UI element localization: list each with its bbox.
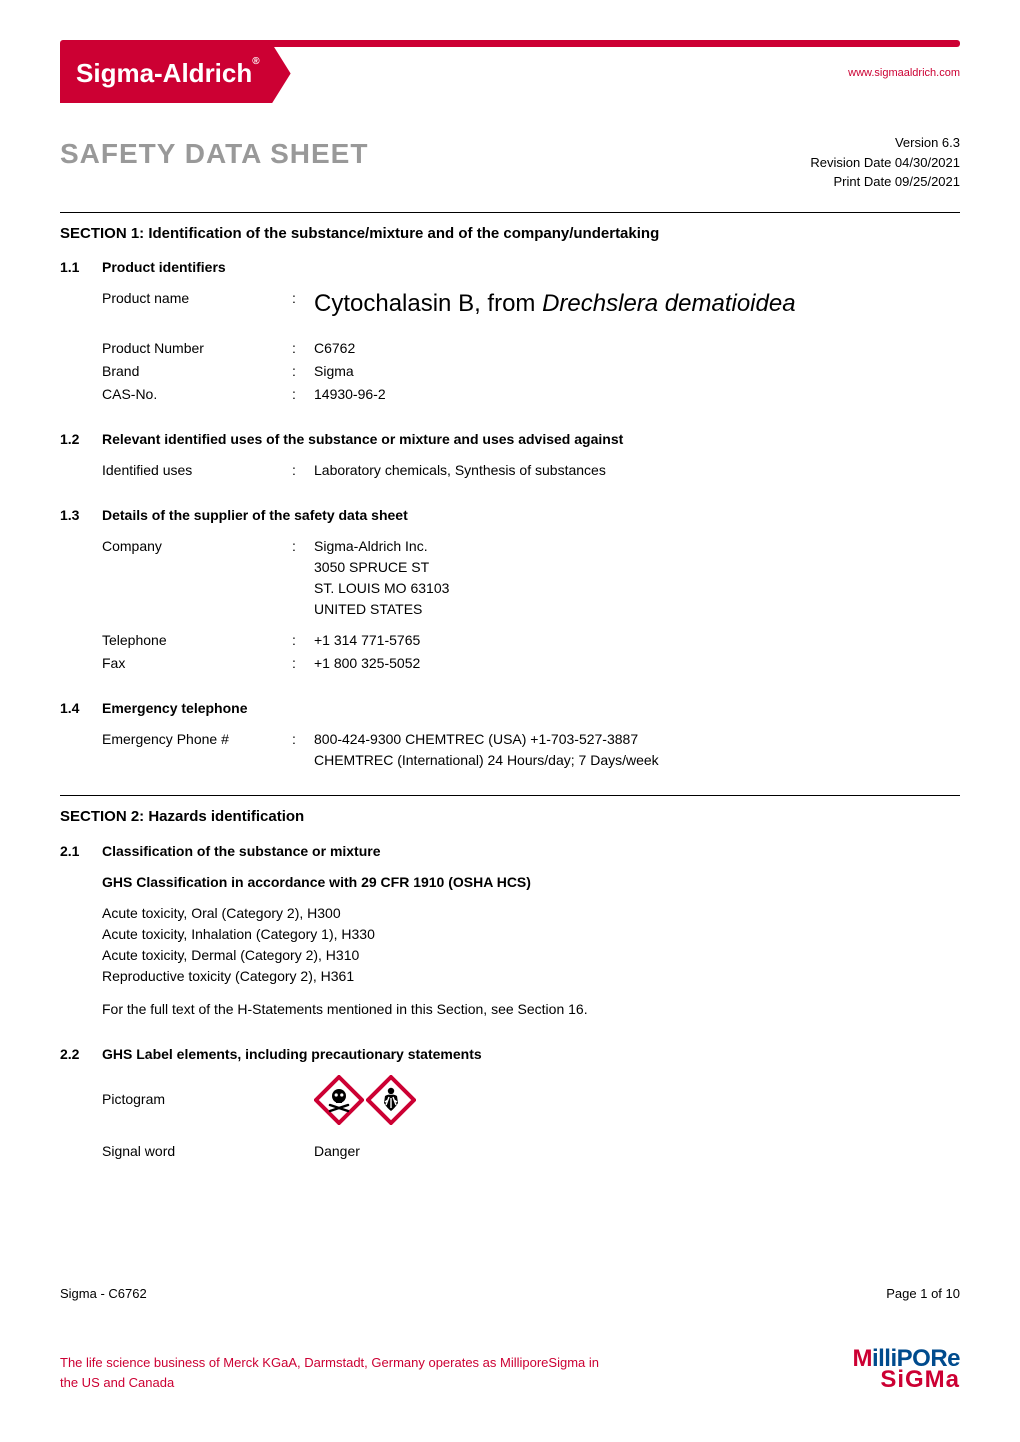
emergency-value: 800-424-9300 CHEMTREC (USA) +1-703-527-3… <box>314 729 674 771</box>
sub-num-1-3: 1.3 <box>60 505 102 686</box>
brand-label: Brand <box>102 361 292 382</box>
sub-title-1-4: Emergency telephone <box>102 698 960 719</box>
sub-num-1-2: 1.2 <box>60 429 102 493</box>
pictogram-label: Pictogram <box>102 1089 314 1110</box>
kv-colon: : <box>292 630 314 651</box>
brand-value: Sigma <box>314 361 960 382</box>
emergency-label: Emergency Phone # <box>102 729 292 750</box>
signal-word-value: Danger <box>314 1141 360 1162</box>
brand-logo-main: Sigma-Aldrich <box>76 58 252 88</box>
footer-bottom: The life science business of Merck KGaA,… <box>60 1348 960 1392</box>
sub-num-2-1: 2.1 <box>60 841 102 1032</box>
pictogram-row: Pictogram <box>102 1075 960 1125</box>
classification-lines: Acute toxicity, Oral (Category 2), H300 … <box>102 903 960 987</box>
footer-top: Sigma - C6762 Page 1 of 10 <box>60 1284 960 1304</box>
skull-crossbones-icon <box>314 1075 364 1125</box>
section-divider <box>60 795 960 796</box>
site-url: www.sigmaaldrich.com <box>848 65 960 82</box>
subsection-2-2: 2.2 GHS Label elements, including precau… <box>60 1044 960 1178</box>
company-value: Sigma-Aldrich Inc. 3050 SPRUCE ST ST. LO… <box>314 536 960 620</box>
product-name-italic: Drechslera dematioidea <box>542 290 795 317</box>
sub-title-1-1: Product identifiers <box>102 257 960 278</box>
product-number-label: Product Number <box>102 338 292 359</box>
sub-num-1-4: 1.4 <box>60 698 102 783</box>
product-name-label: Product name <box>102 288 292 309</box>
signal-word-row: Signal word Danger <box>102 1141 960 1162</box>
sub-num-2-2: 2.2 <box>60 1044 102 1178</box>
revision-date: Revision Date 04/30/2021 <box>810 153 960 173</box>
footer-note: The life science business of Merck KGaA,… <box>60 1353 600 1392</box>
identified-uses-value: Laboratory chemicals, Synthesis of subst… <box>314 460 960 481</box>
kv-colon: : <box>292 536 314 557</box>
sub-title-1-2: Relevant identified uses of the substanc… <box>102 429 960 450</box>
company-label: Company <box>102 536 292 557</box>
product-number-value: C6762 <box>314 338 960 359</box>
brand-logo: Sigma-Aldrich® <box>60 44 291 103</box>
health-hazard-icon <box>366 1075 416 1125</box>
subsection-1-1: 1.1 Product identifiers Product name : C… <box>60 257 960 417</box>
product-name-prefix: Cytochalasin B, from <box>314 290 542 317</box>
section2-heading: SECTION 2: Hazards identification <box>60 806 960 829</box>
ghs-classification-title: GHS Classification in accordance with 29… <box>102 872 960 893</box>
title-row: SAFETY DATA SHEET Version 6.3 Revision D… <box>60 133 960 192</box>
signal-word-label: Signal word <box>102 1141 314 1162</box>
cas-value: 14930-96-2 <box>314 384 960 405</box>
sub-title-2-1: Classification of the substance or mixtu… <box>102 841 960 862</box>
mp-logo-sigma: SiGMa <box>852 1369 960 1392</box>
kv-colon: : <box>292 384 314 405</box>
product-name-value: Cytochalasin B, from Drechslera dematioi… <box>314 288 960 320</box>
fax-value: +1 800 325-5052 <box>314 653 960 674</box>
cas-label: CAS-No. <box>102 384 292 405</box>
kv-colon: : <box>292 653 314 674</box>
kv-colon: : <box>292 338 314 359</box>
sigma-code: Sigma - C6762 <box>60 1284 147 1304</box>
section-divider <box>60 212 960 213</box>
kv-colon: : <box>292 460 314 481</box>
section1-heading: SECTION 1: Identification of the substan… <box>60 223 960 246</box>
pictogram-group <box>314 1075 416 1125</box>
version-block: Version 6.3 Revision Date 04/30/2021 Pri… <box>810 133 960 192</box>
subsection-2-1: 2.1 Classification of the substance or m… <box>60 841 960 1032</box>
millipore-sigma-logo: MilliPORe SiGMa <box>852 1348 960 1392</box>
page-number: Page 1 of 10 <box>886 1284 960 1304</box>
page-title: SAFETY DATA SHEET <box>60 133 368 175</box>
footer: Sigma - C6762 Page 1 of 10 The life scie… <box>60 1284 960 1392</box>
brand-logo-sub: ® <box>252 56 259 67</box>
header-row: Sigma-Aldrich® www.sigmaaldrich.com <box>60 47 960 103</box>
kv-colon: : <box>292 361 314 382</box>
kv-colon: : <box>292 729 314 750</box>
version-number: Version 6.3 <box>810 133 960 153</box>
fulltext-note: For the full text of the H-Statements me… <box>102 999 960 1020</box>
sub-num-1-1: 1.1 <box>60 257 102 417</box>
subsection-1-2: 1.2 Relevant identified uses of the subs… <box>60 429 960 493</box>
identified-uses-label: Identified uses <box>102 460 292 481</box>
sub-title-1-3: Details of the supplier of the safety da… <box>102 505 960 526</box>
telephone-value: +1 314 771-5765 <box>314 630 960 651</box>
brand-logo-text: Sigma-Aldrich® <box>76 58 285 88</box>
subsection-1-3: 1.3 Details of the supplier of the safet… <box>60 505 960 686</box>
fax-label: Fax <box>102 653 292 674</box>
print-date: Print Date 09/25/2021 <box>810 172 960 192</box>
sub-title-2-2: GHS Label elements, including precaution… <box>102 1044 960 1065</box>
subsection-1-4: 1.4 Emergency telephone Emergency Phone … <box>60 698 960 783</box>
mp-logo-m: M <box>852 1345 872 1372</box>
telephone-label: Telephone <box>102 630 292 651</box>
kv-colon: : <box>292 288 314 309</box>
